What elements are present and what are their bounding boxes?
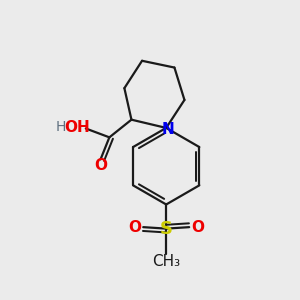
Text: H: H — [56, 120, 66, 134]
Text: O: O — [128, 220, 141, 235]
Text: CH₃: CH₃ — [152, 254, 180, 269]
Text: O: O — [94, 158, 107, 173]
Text: N: N — [161, 122, 174, 137]
Text: OH: OH — [65, 119, 90, 134]
Text: S: S — [160, 220, 173, 238]
Text: O: O — [191, 220, 205, 235]
